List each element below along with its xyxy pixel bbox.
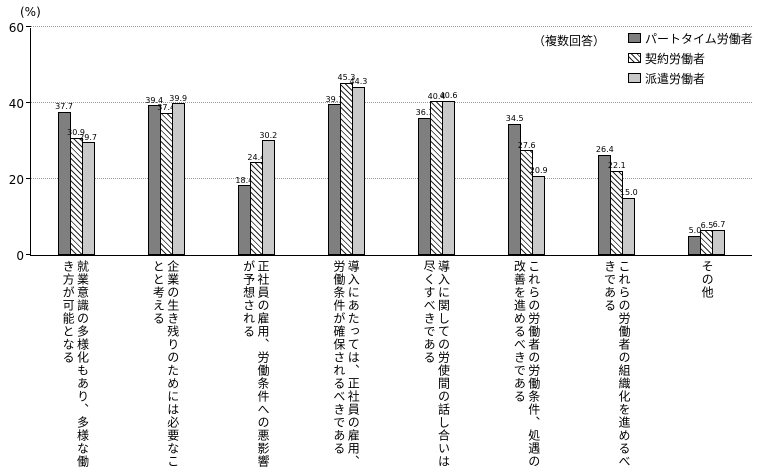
- bar-group: 34.5 27.6 20.9: [482, 28, 572, 255]
- category-label: 導入に関しての労使間の話し合いは尽くすべきである: [422, 260, 451, 468]
- bar-value-label: 15.0: [619, 188, 638, 198]
- plot-area: 37.7 30.9 29.7 39.4 37.4 39.9 18.4 24.4 30.2 39.7…: [26, 26, 752, 256]
- bar-group: 36.1 40.4 40.6: [392, 28, 482, 255]
- bar-value-label: 39.9: [169, 93, 188, 103]
- y-tick-label: 60: [8, 21, 24, 35]
- gridline: [31, 178, 752, 179]
- legend-swatch-diagonal-hatch: [628, 53, 641, 63]
- legend-label: パートタイム労働者: [645, 31, 753, 46]
- category-label: 正社員の雇用、労働条件への悪影響が予想される: [241, 260, 271, 468]
- category-label: 就業意識の多様化もあり、多様な働き方が可能となる: [61, 260, 90, 468]
- legend-swatch-solid-light-gray: [628, 73, 641, 83]
- multiple-answer-note: （複数回答）: [533, 34, 606, 48]
- y-tick-mark: [26, 102, 31, 103]
- bar-value-label: 29.7: [79, 132, 97, 142]
- y-tick-mark: [26, 26, 31, 27]
- category-cell: 導入にあたっては、正社員の雇用、労働条件が確保されるべきである: [301, 260, 391, 472]
- bar-solid-light-gray: 40.6: [440, 91, 457, 255]
- bar-value-label: 39.7: [325, 94, 344, 104]
- bar-value-label: 20.9: [529, 166, 548, 175]
- bar-value-label: 6.5: [700, 220, 714, 230]
- category-cell: 導入に関しての労使間の話し合いは尽くすべきである: [391, 260, 481, 472]
- y-tick-label: 0: [16, 249, 24, 263]
- bar-solid-light-gray: 15.0: [620, 188, 638, 255]
- bar-value-label: 26.4: [595, 145, 614, 155]
- y-tick-mark: [26, 254, 31, 255]
- bar-value-label: 40.4: [427, 91, 446, 101]
- gridline: [31, 26, 752, 27]
- category-label: その他: [700, 260, 715, 299]
- y-tick-label: 40: [8, 97, 24, 111]
- bar-group: 26.4 22.1 15.0: [572, 28, 662, 255]
- y-axis-unit-label: (%): [20, 5, 41, 19]
- y-tick-label: 20: [8, 173, 24, 187]
- bar-solid-light-gray: 44.3: [350, 77, 367, 255]
- y-tick-mark: [26, 178, 31, 179]
- bar-value-label: 22.1: [607, 161, 626, 171]
- bar-value-label: 36.1: [415, 108, 434, 118]
- bar-groups: 37.7 30.9 29.7 39.4 37.4 39.9 18.4 24.4 30.2 39.7…: [31, 28, 752, 255]
- category-label: これらの労働者の労働条件、処遇の改善を進めるべきである: [512, 260, 541, 468]
- bar-value-label: 45.3: [337, 73, 356, 83]
- category-label: 企業の生き残りのためには必要なことと考える: [151, 260, 180, 468]
- legend: パートタイム労働者 契約労働者派遣労働者: [628, 28, 753, 88]
- bar-solid-light-gray: 6.7: [712, 220, 726, 255]
- bar-solid-light-gray: 29.7: [79, 133, 97, 255]
- bar-value-label: 34.5: [505, 114, 524, 124]
- legend-item: パートタイム労働者: [628, 28, 753, 48]
- bar-value-label: 30.2: [259, 130, 278, 140]
- category-axis-labels: 就業意識の多様化もあり、多様な働き方が可能となる 企業の生き残りのためには必要なこ…: [30, 260, 752, 472]
- bar-group: 5.0 6.5 6.7: [662, 28, 752, 255]
- bar-value-label: 18.4: [235, 175, 254, 185]
- bar-group: 39.4 37.4 39.9: [121, 28, 211, 255]
- bar-solid-light-gray: 39.9: [169, 94, 187, 255]
- category-cell: 企業の生き残りのためには必要なことと考える: [120, 260, 210, 472]
- bar-value-label: 39.4: [145, 95, 164, 105]
- bar-value-label: 37.4: [157, 103, 176, 113]
- legend-item: 派遣労働者: [628, 68, 753, 88]
- bar-solid-light-gray: 30.2: [259, 131, 277, 255]
- bar-value-label: 24.4: [247, 152, 266, 162]
- bar-solid-light-gray: 20.9: [530, 166, 548, 255]
- bar-value-label: 37.7: [55, 102, 73, 112]
- legend-item: 契約労働者: [628, 48, 753, 68]
- legend-swatch-solid-dark-gray: [628, 33, 641, 43]
- y-axis-tick-labels: 0 20 40 60: [0, 21, 26, 263]
- bar-value-label: 40.6: [439, 91, 458, 101]
- category-label: 導入にあたっては、正社員の雇用、労働条件が確保されるべきである: [331, 260, 361, 468]
- bar-group: 39.7 45.3 44.3: [301, 28, 391, 255]
- legend-label: 派遣労働者: [645, 71, 706, 86]
- bar-group: 37.7 30.9 29.7: [31, 28, 121, 255]
- bar-value-label: 44.3: [349, 77, 368, 87]
- category-cell: 正社員の雇用、労働条件への悪影響が予想される: [211, 260, 301, 472]
- bar-value-label: 6.7: [712, 219, 726, 229]
- category-cell: その他: [662, 260, 752, 472]
- bar-group: 18.4 24.4 30.2: [211, 28, 301, 255]
- bar-value-label: 27.6: [517, 140, 536, 150]
- category-cell: これらの労働者の労働条件、処遇の改善を進めるべきである: [481, 260, 571, 472]
- category-cell: 就業意識の多様化もあり、多様な働き方が可能となる: [30, 260, 120, 472]
- bar-value-label: 30.9: [67, 128, 85, 137]
- category-cell: これらの労働者の組織化を進めるべきである: [572, 260, 662, 472]
- legend-label: 契約労働者: [645, 51, 706, 66]
- category-label: これらの労働者の組織化を進めるべきである: [602, 260, 632, 468]
- gridline: [31, 102, 752, 103]
- bar-value-label: 5.0: [688, 226, 702, 236]
